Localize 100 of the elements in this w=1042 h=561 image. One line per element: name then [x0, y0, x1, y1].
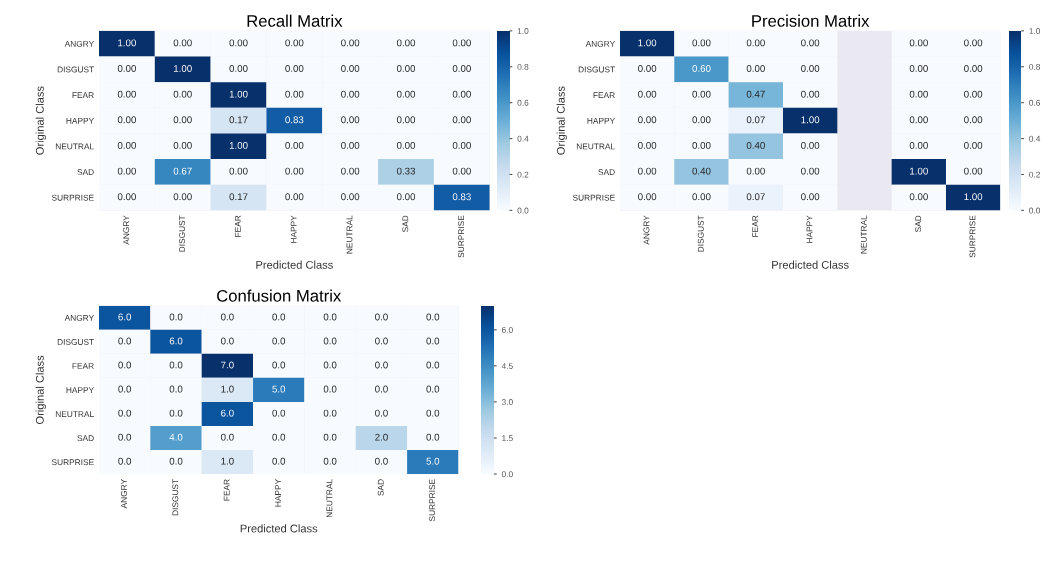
- data-label: 0.00: [452, 167, 471, 175]
- color-bar-label: 0.4: [517, 135, 529, 142]
- color-bar-label: 1.0: [517, 28, 529, 34]
- x-tick-label: SURPRISE: [458, 215, 465, 258]
- y-tick-label: FEAR: [72, 92, 94, 98]
- chart-title: Confusion Matrix: [217, 289, 342, 302]
- data-label: 0.83: [285, 116, 304, 124]
- color-bar-label: 0.6: [1029, 99, 1041, 106]
- data-label: 0.0: [426, 337, 440, 345]
- data-label: 0.0: [118, 361, 132, 369]
- y-tick-label: DISGUST: [57, 339, 94, 345]
- data-label: 0.00: [173, 141, 192, 149]
- data-label: 0.0: [169, 385, 183, 393]
- y-axis-title: Original Class: [556, 86, 567, 155]
- data-label: 0.17: [229, 193, 248, 201]
- x-tick-label: FEAR: [752, 215, 758, 237]
- y-tick-label: FEAR: [72, 363, 94, 369]
- data-label: 0.00: [692, 193, 711, 201]
- data-label: 0.00: [452, 65, 471, 72]
- data-label: 0.0: [169, 409, 183, 417]
- y-axis-title: Original Class: [35, 86, 46, 155]
- data-label: 0.00: [173, 193, 192, 201]
- data-label: 0.00: [396, 116, 416, 124]
- x-tick-label: SURPRISE: [969, 215, 976, 258]
- data-label: 1.00: [638, 39, 657, 47]
- data-label: 1.00: [801, 116, 820, 124]
- data-label: 0.00: [638, 116, 657, 124]
- x-tick-label: DISGUST: [172, 479, 179, 516]
- y-tick-label: HAPPY: [587, 117, 615, 124]
- data-label: 1.00: [910, 167, 928, 175]
- data-label: 0.0: [323, 361, 337, 369]
- chart-title: Precision Matrix: [752, 14, 870, 27]
- data-label: 0.00: [909, 193, 928, 201]
- data-label: 1.0: [221, 457, 234, 465]
- x-tick-label: SURPRISE: [429, 479, 436, 522]
- data-label: 0.17: [229, 116, 248, 124]
- y-tick-label: SURPRISE: [51, 459, 94, 466]
- data-label: 0.0: [375, 457, 388, 465]
- data-label: 0.47: [746, 90, 765, 98]
- data-label: 0.00: [638, 90, 657, 98]
- chart-title: Recall Matrix: [247, 14, 343, 27]
- x-axis-title: Predicted Class: [256, 260, 333, 269]
- data-label: 4.0: [169, 433, 183, 441]
- color-bar-label: 0.6: [517, 99, 529, 106]
- x-tick-label: DISGUST: [697, 215, 704, 252]
- data-label: 0.0: [426, 385, 440, 393]
- data-label: 0.00: [341, 65, 360, 72]
- y-tick-label: FEAR: [593, 92, 615, 98]
- x-axis-title: Predicted Class: [772, 260, 849, 269]
- data-label: 0.0: [375, 361, 388, 369]
- data-label: 0.00: [801, 39, 820, 47]
- data-label: 0.00: [173, 116, 192, 124]
- data-label: 0.0: [221, 433, 234, 441]
- data-label: 1.00: [964, 193, 983, 201]
- data-label: 1.00: [229, 90, 248, 98]
- data-label: 0.00: [452, 90, 471, 98]
- data-label: 0.00: [746, 167, 765, 175]
- color-bar-label: 1.5: [502, 435, 513, 442]
- y-tick-label: HAPPY: [66, 117, 94, 124]
- data-label: 0.00: [746, 39, 765, 47]
- data-label: 0.0: [221, 337, 234, 345]
- data-label: 0.00: [638, 167, 657, 175]
- data-label: 6.0: [169, 337, 183, 345]
- data-label: 0.00: [229, 65, 248, 72]
- data-label: 0.0: [272, 337, 286, 345]
- data-label: 0.00: [692, 39, 711, 47]
- data-label: 0.00: [341, 167, 360, 175]
- data-label: 5.0: [426, 457, 440, 465]
- data-label: 0.00: [964, 90, 983, 98]
- data-label: 0.0: [323, 409, 337, 417]
- data-label: 0.0: [323, 433, 337, 441]
- color-bar-label: 0.8: [517, 63, 529, 70]
- data-label: 0.00: [285, 90, 304, 98]
- y-tick-label: SAD: [77, 169, 94, 176]
- data-label: 0.0: [272, 433, 286, 441]
- data-label: 0.00: [964, 116, 983, 124]
- data-label: 0.00: [452, 116, 471, 124]
- data-label: 0.07: [746, 193, 765, 201]
- y-tick-label: NEUTRAL: [576, 143, 615, 150]
- data-label: 0.0: [323, 457, 337, 465]
- x-tick-label: SAD: [915, 215, 922, 232]
- x-tick-label: FEAR: [223, 479, 230, 501]
- x-tick-label: NEUTRAL: [346, 215, 353, 254]
- x-tick-label: DISGUST: [179, 215, 185, 252]
- data-label: 0.0: [118, 409, 132, 417]
- data-label: 0.00: [285, 193, 304, 201]
- data-label: 0.00: [964, 39, 983, 47]
- y-tick-label: ANGRY: [585, 40, 615, 47]
- x-tick-label: HAPPY: [290, 215, 297, 243]
- color-bar-label: 4.5: [501, 363, 513, 369]
- data-label: 0.0: [375, 313, 388, 321]
- data-label: 0.00: [117, 116, 136, 124]
- data-label: 0.0: [221, 313, 234, 321]
- data-label: 7.0: [221, 361, 234, 369]
- data-label: 0.0: [169, 457, 183, 465]
- data-label: 0.00: [452, 141, 471, 149]
- data-label: 0.00: [909, 141, 928, 149]
- data-label: 0.00: [396, 90, 416, 98]
- data-label: 0.0: [272, 313, 286, 321]
- y-tick-label: NEUTRAL: [55, 411, 94, 418]
